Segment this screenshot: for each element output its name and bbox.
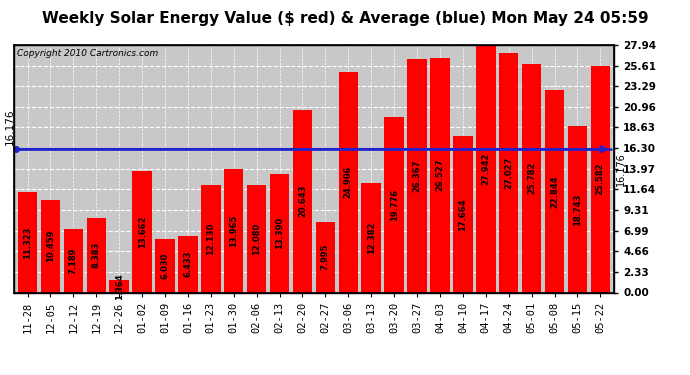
Bar <box>247 186 266 292</box>
Text: 18.743: 18.743 <box>573 194 582 226</box>
Text: 7.995: 7.995 <box>321 244 330 270</box>
Bar <box>86 218 106 292</box>
Bar <box>384 117 404 292</box>
Text: 27.027: 27.027 <box>504 157 513 189</box>
Text: 13.390: 13.390 <box>275 217 284 249</box>
Bar <box>315 222 335 292</box>
Bar <box>201 185 221 292</box>
Bar <box>476 45 495 292</box>
Text: 12.080: 12.080 <box>252 223 262 255</box>
Text: 25.782: 25.782 <box>527 162 536 195</box>
Text: 25.582: 25.582 <box>596 163 605 195</box>
Text: 11.323: 11.323 <box>23 226 32 258</box>
Text: 26.367: 26.367 <box>413 159 422 192</box>
Bar <box>339 72 358 292</box>
Bar <box>362 183 381 292</box>
Bar <box>568 126 587 292</box>
Bar <box>178 236 197 292</box>
Text: 12.382: 12.382 <box>366 222 376 254</box>
Bar <box>591 66 610 292</box>
Text: 17.664: 17.664 <box>458 198 467 231</box>
Bar <box>293 110 313 292</box>
Text: 19.776: 19.776 <box>390 189 399 221</box>
Bar <box>407 59 427 292</box>
Text: 24.906: 24.906 <box>344 166 353 198</box>
Text: 7.189: 7.189 <box>69 248 78 274</box>
Bar <box>522 64 542 292</box>
Bar <box>63 229 83 292</box>
Text: Weekly Solar Energy Value ($ red) & Average (blue) Mon May 24 05:59: Weekly Solar Energy Value ($ red) & Aver… <box>41 11 649 26</box>
Bar <box>110 280 129 292</box>
Bar <box>545 90 564 292</box>
Text: 16.176: 16.176 <box>5 108 15 145</box>
Bar <box>132 171 152 292</box>
Text: 13.965: 13.965 <box>229 214 238 247</box>
Text: 13.662: 13.662 <box>137 216 146 248</box>
Bar <box>155 239 175 292</box>
Text: 6.433: 6.433 <box>184 251 193 277</box>
Text: Copyright 2010 Cartronics.com: Copyright 2010 Cartronics.com <box>17 49 158 58</box>
Text: 12.130: 12.130 <box>206 223 215 255</box>
Text: 27.942: 27.942 <box>482 153 491 185</box>
Bar <box>431 57 450 292</box>
Text: 22.844: 22.844 <box>550 175 559 208</box>
Text: 1.364: 1.364 <box>115 273 124 300</box>
Bar <box>499 53 518 292</box>
Text: 16.176: 16.176 <box>616 152 627 186</box>
Bar <box>18 192 37 292</box>
Text: 26.527: 26.527 <box>435 159 444 191</box>
Text: 6.030: 6.030 <box>161 253 170 279</box>
Bar <box>453 136 473 292</box>
Text: 8.383: 8.383 <box>92 242 101 268</box>
Text: 10.459: 10.459 <box>46 230 55 262</box>
Bar <box>41 200 60 292</box>
Bar <box>224 169 244 292</box>
Bar <box>270 174 289 292</box>
Text: 20.643: 20.643 <box>298 185 307 217</box>
